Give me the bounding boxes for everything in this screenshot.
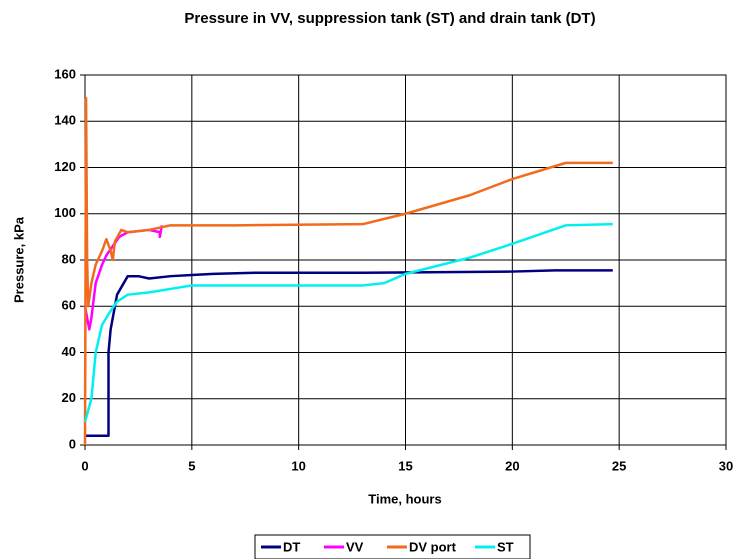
x-axis-label: Time, hours [368,491,441,506]
x-tick-label: 20 [505,458,519,473]
legend-label: DT [283,539,300,554]
y-tick-label: 20 [62,390,76,405]
series-line [83,222,613,423]
y-tick-label: 60 [62,298,76,313]
x-tick-label: 15 [398,458,412,473]
y-tick-label: 120 [54,159,76,174]
series-line [85,269,613,437]
legend-label: DV port [409,539,457,554]
x-tick-label: 30 [719,458,733,473]
x-tick-label: 25 [612,458,626,473]
chart-title: Pressure in VV, suppression tank (ST) an… [184,10,595,27]
y-tick-label: 160 [54,66,76,81]
y-tick-label: 40 [62,344,76,359]
x-tick-label: 10 [291,458,305,473]
series-line [83,96,613,446]
x-tick-label: 5 [188,458,195,473]
series-line [83,225,164,331]
y-tick-label: 0 [69,436,76,451]
y-axis-label: Pressure, kPa [11,216,26,303]
legend-label: VV [346,539,364,554]
y-tick-label: 100 [54,205,76,220]
y-tick-label: 80 [62,251,76,266]
legend-label: ST [497,539,514,554]
x-tick-label: 0 [81,458,88,473]
y-tick-label: 140 [54,113,76,128]
